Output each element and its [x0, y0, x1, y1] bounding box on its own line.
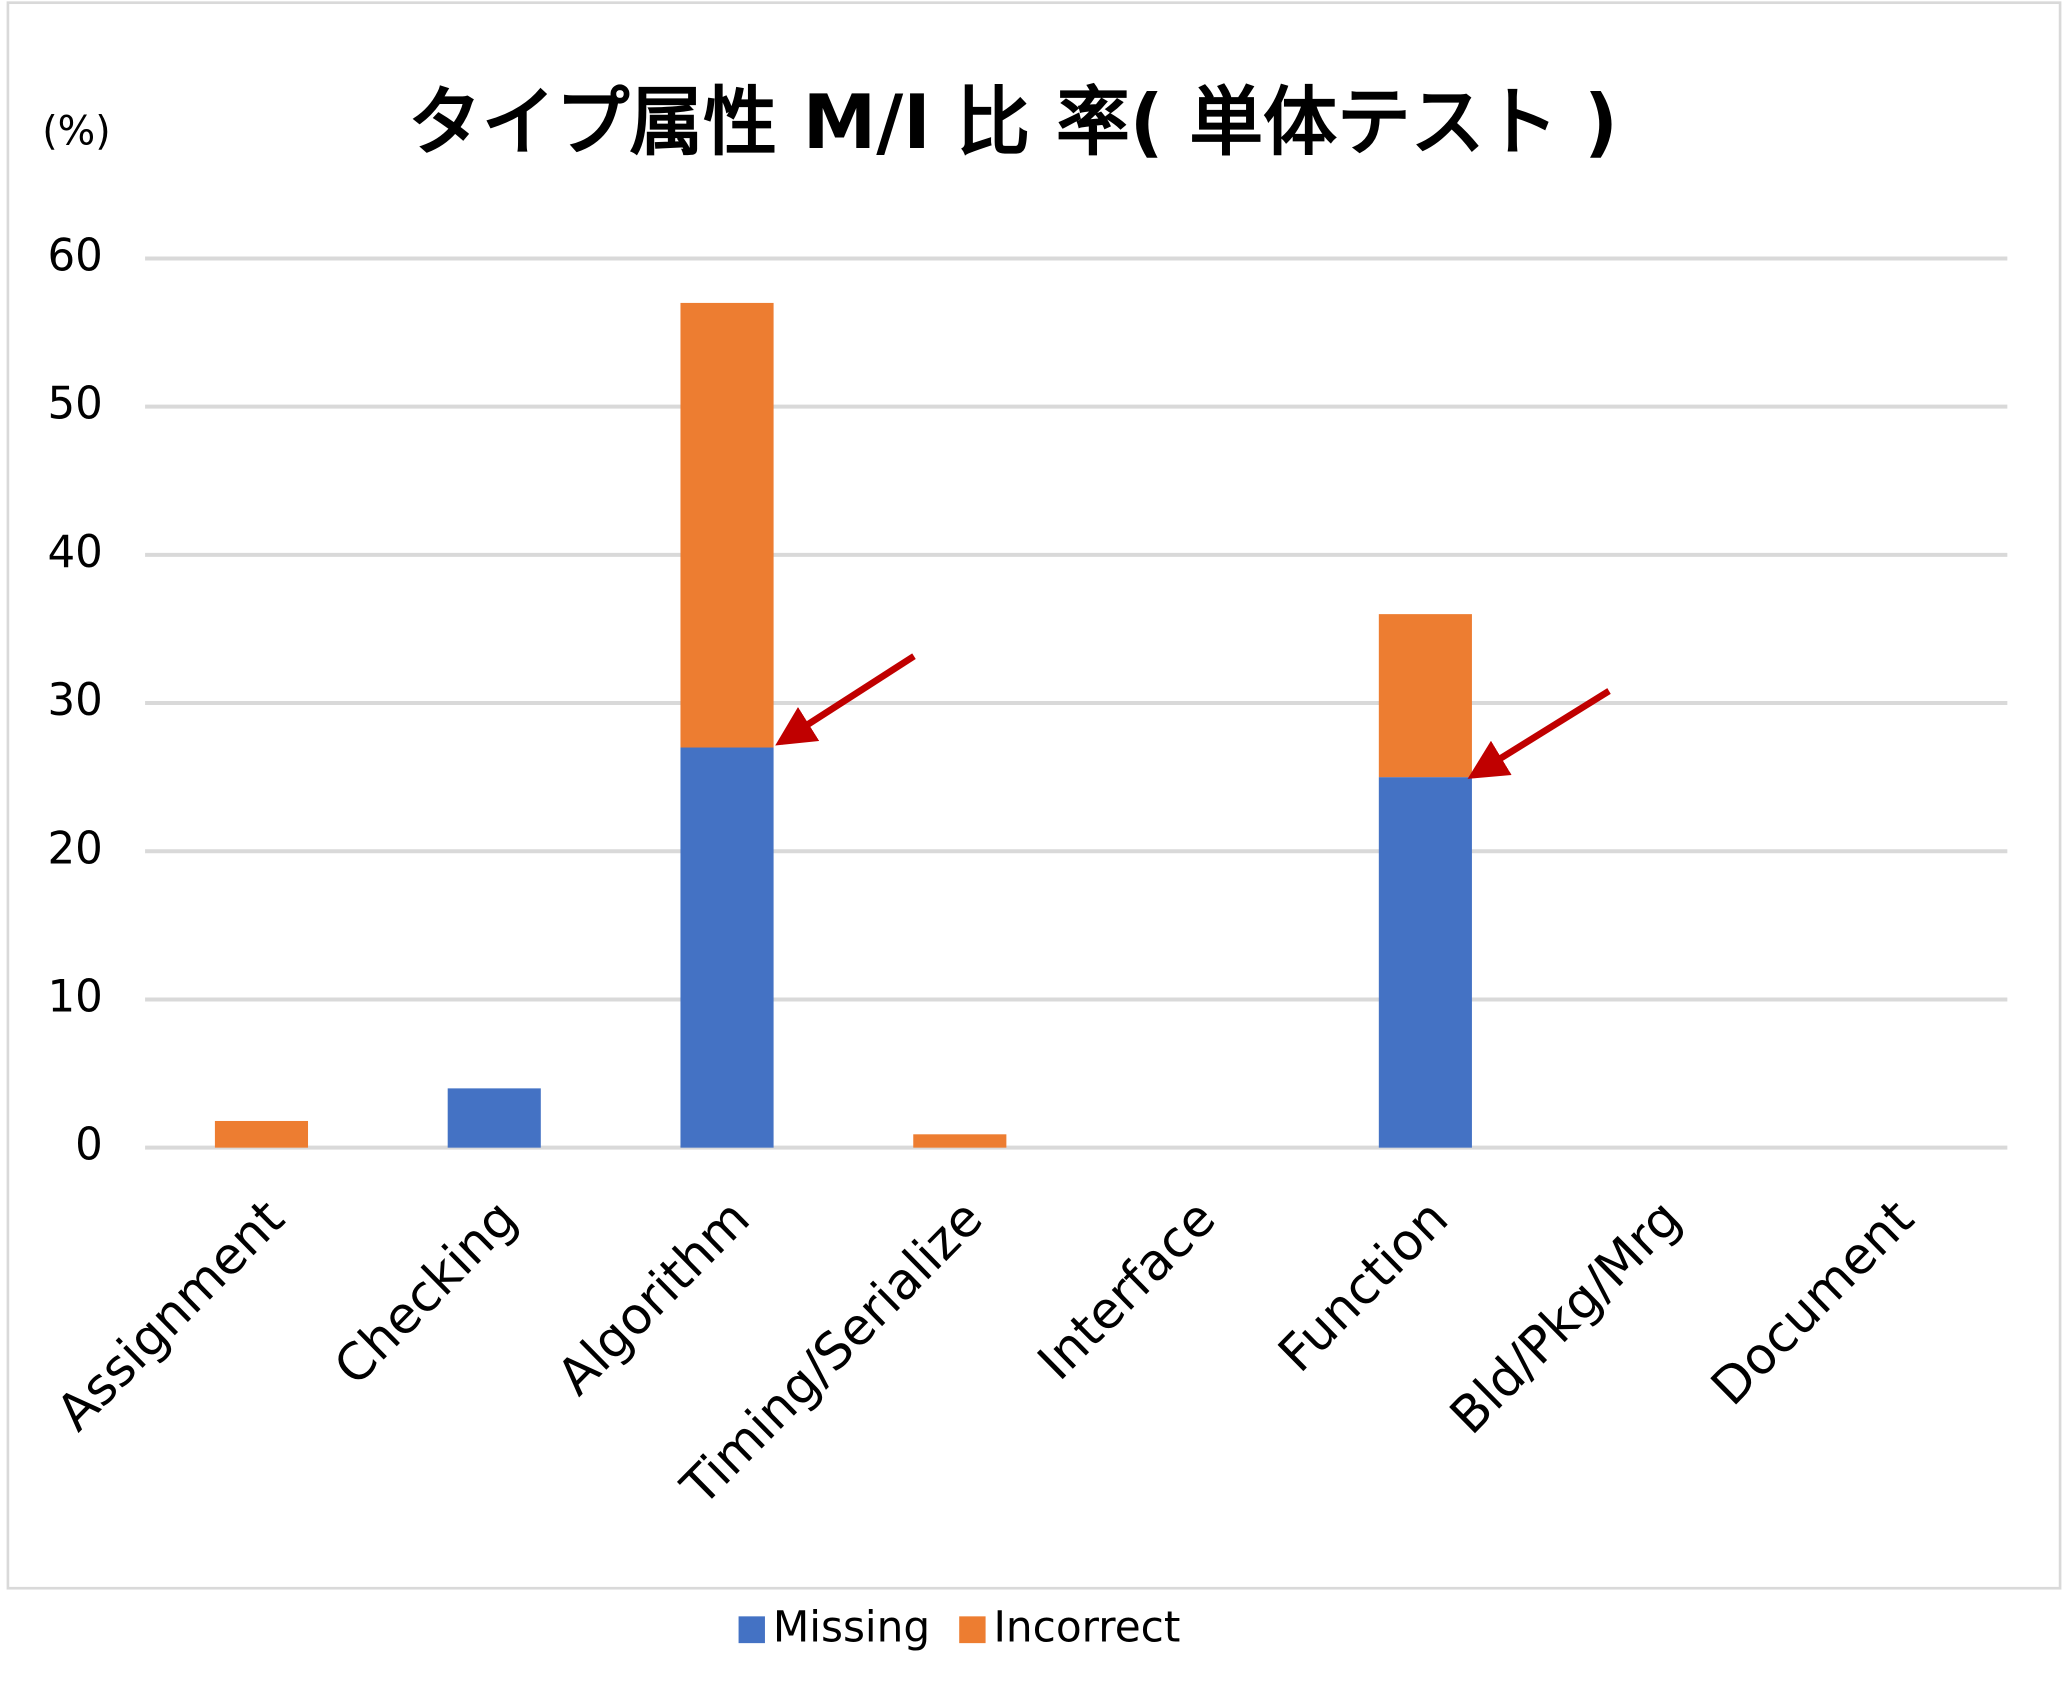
legend-swatch [738, 1616, 765, 1644]
annotation-arrow [1467, 688, 1611, 779]
y-tick-label: 50 [48, 378, 103, 429]
bar-segment [214, 1120, 309, 1148]
legend-label: Missing [773, 1603, 930, 1652]
y-axis-label: (%) [42, 108, 110, 154]
bar-segment [680, 747, 774, 1148]
legend-swatch [959, 1616, 986, 1644]
y-tick-label: 30 [48, 675, 103, 726]
bar-segment [913, 1134, 1007, 1148]
bar-segment [680, 302, 774, 748]
y-tick-label: 60 [48, 230, 103, 281]
y-tick-label: 0 [75, 1119, 103, 1170]
bar-segment [447, 1088, 541, 1148]
annotation-arrow [775, 653, 916, 746]
legend-label: Incorrect [994, 1603, 1181, 1652]
y-tick-label: 20 [48, 823, 103, 874]
y-tick-label: 10 [48, 971, 103, 1022]
y-tick-label: 40 [48, 527, 103, 578]
bar-segment [1378, 777, 1472, 1148]
bar-segment [1378, 614, 1472, 778]
chart-title: タイプ属性 M/I 比 率( 単体テスト ) [408, 78, 1618, 166]
chart-frame [6, 1, 2062, 1590]
